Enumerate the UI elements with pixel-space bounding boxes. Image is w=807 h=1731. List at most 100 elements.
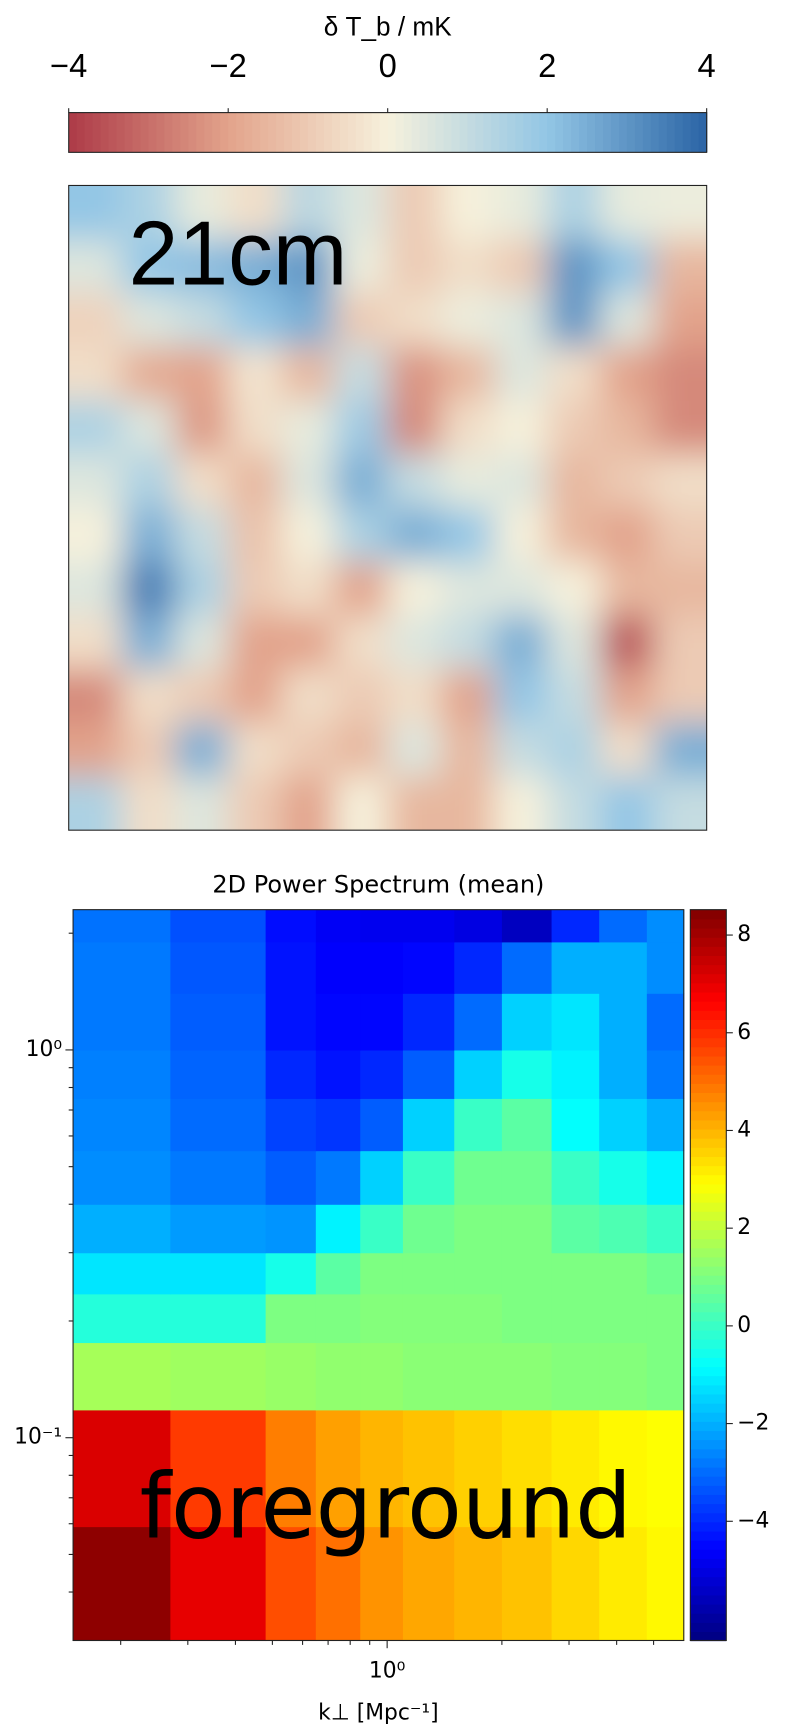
- colorbar-swatch: [690, 1549, 727, 1559]
- colorbar-swatch: [650, 112, 660, 153]
- colorbar-swatch: [451, 112, 461, 153]
- colorbar-swatch: [690, 1247, 727, 1258]
- cell: [494, 292, 549, 348]
- cell: [121, 185, 177, 241]
- cell: [334, 454, 389, 509]
- cell: [646, 1049, 685, 1099]
- cell: [281, 561, 336, 617]
- colorbar-tick-label: 2: [737, 1215, 751, 1240]
- colorbar-tick-label: 6: [737, 1020, 751, 1045]
- cell: [73, 1098, 171, 1152]
- colorbar-swatch: [658, 112, 668, 153]
- colorbar-swatch: [571, 112, 580, 153]
- cell: [387, 454, 442, 509]
- colorbar-swatch: [690, 1293, 727, 1304]
- cell: [281, 615, 336, 671]
- cell: [170, 993, 267, 1051]
- colorbar-swatch: [690, 1265, 727, 1276]
- cell: [170, 1150, 267, 1205]
- colorbar-swatch: [515, 112, 524, 153]
- colorbar-swatch: [204, 112, 213, 153]
- colorbar-swatch: [690, 112, 700, 153]
- colorbar-swatch: [387, 112, 397, 153]
- cell: [600, 400, 655, 456]
- cell: [315, 1342, 361, 1411]
- colorbar-swatch: [196, 112, 205, 153]
- cell: [440, 615, 496, 671]
- cell: [73, 909, 171, 943]
- cell: [228, 561, 283, 617]
- cell: [73, 1204, 171, 1254]
- colorbar-swatch: [690, 1037, 727, 1048]
- colorbar-swatch: [148, 112, 158, 153]
- cell: [599, 1409, 648, 1528]
- colorbar-swatch: [483, 112, 493, 153]
- colorbar-swatch: [531, 112, 540, 153]
- colorbar-swatch: [690, 973, 727, 984]
- colorbar-swatch: [690, 1567, 727, 1578]
- colorbar-swatch: [690, 937, 727, 947]
- cell: [600, 722, 655, 778]
- cell: [551, 1526, 600, 1642]
- colorbar-frame: [689, 909, 727, 1642]
- cell: [228, 346, 283, 402]
- colorbar-swatch: [188, 112, 197, 153]
- cell: [387, 561, 442, 617]
- colorbar-swatch: [156, 112, 166, 153]
- cell: [494, 561, 549, 617]
- colorbar-swatch: [690, 1393, 727, 1404]
- colorbar-swatch: [435, 112, 445, 153]
- colorbar-swatch: [467, 112, 477, 153]
- colorbar-swatch: [284, 112, 293, 153]
- cell: [653, 561, 707, 617]
- cell: [170, 1204, 267, 1254]
- cell: [175, 400, 230, 456]
- colorbar-swatch: [690, 1229, 727, 1240]
- colorbar-swatch: [698, 112, 708, 153]
- cell: [360, 909, 404, 943]
- cell: [454, 993, 503, 1051]
- colorbar-swatch: [84, 112, 94, 153]
- cell: [175, 722, 230, 778]
- cell: [334, 722, 389, 778]
- cell: [653, 776, 707, 831]
- cell: [175, 239, 230, 295]
- colorbar-swatch: [252, 112, 261, 153]
- cell: [68, 615, 123, 671]
- cell: [599, 1526, 648, 1642]
- colorbar-swatch: [690, 1128, 727, 1139]
- cell: [653, 239, 707, 295]
- colorbar-swatch: [690, 1092, 727, 1103]
- cell: [315, 1526, 361, 1642]
- cell: [265, 1049, 317, 1099]
- cell: [454, 1526, 503, 1642]
- cell: [387, 507, 442, 563]
- colorbar-swatch: [555, 112, 564, 153]
- cell: [402, 1204, 455, 1254]
- cell: [360, 1526, 404, 1642]
- cell: [68, 561, 123, 617]
- cell: [281, 346, 336, 402]
- cell: [73, 1049, 171, 1099]
- colorbar-swatch: [690, 1503, 727, 1514]
- colorbar-swatch: [228, 112, 237, 153]
- colorbar-swatch: [690, 1476, 727, 1486]
- cell: [334, 561, 389, 617]
- cell: [402, 1252, 455, 1295]
- cell: [228, 722, 283, 778]
- cell: [440, 561, 496, 617]
- colorbar-swatch: [347, 112, 357, 153]
- cell: [551, 941, 600, 994]
- colorbar-swatch: [690, 1302, 727, 1313]
- cell: [175, 668, 230, 724]
- cell: [387, 400, 442, 456]
- colorbar-swatch: [690, 991, 727, 1002]
- cell: [170, 909, 267, 943]
- colorbar-swatch: [331, 112, 341, 153]
- cell: [551, 1098, 600, 1152]
- colorbar-swatch: [690, 1138, 727, 1148]
- colorbar-swatch: [459, 112, 469, 153]
- cell: [387, 292, 442, 348]
- cell: [334, 400, 389, 456]
- colorbar-swatch: [690, 1174, 727, 1185]
